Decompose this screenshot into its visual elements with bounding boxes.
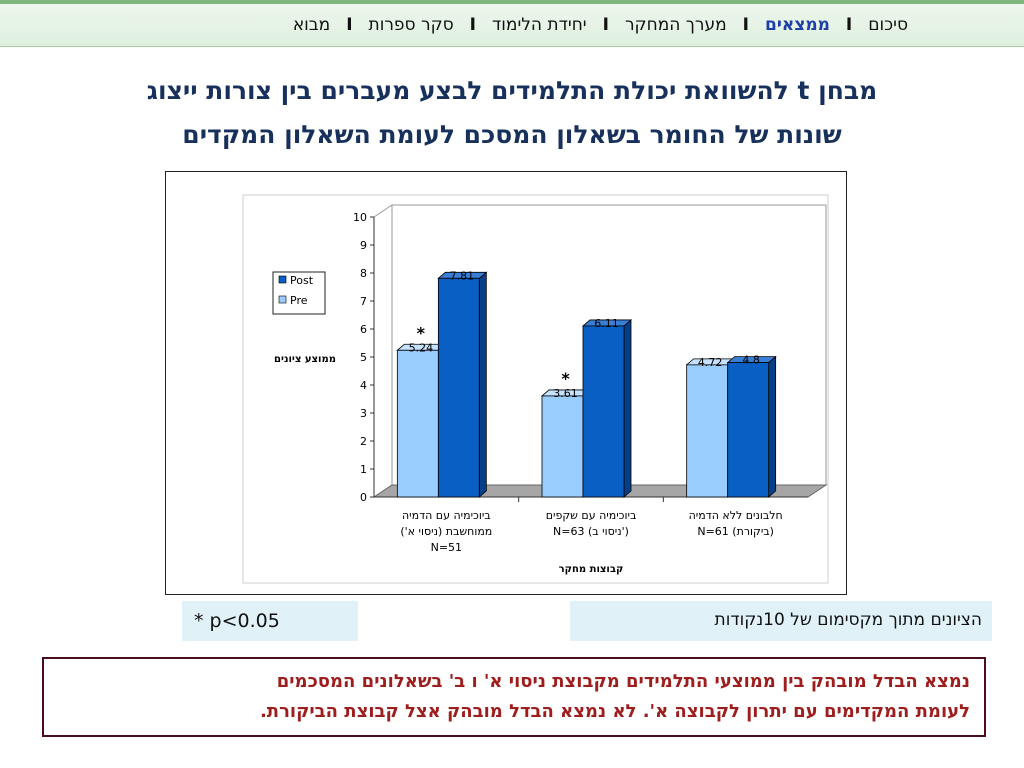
legend-swatch-pre [278,295,287,304]
x-tick-label: ממוחשבת (ניסוי א') [400,525,492,538]
y-tick-label: 10 [353,211,367,224]
legend-label-post: Post [290,274,314,287]
significance-star: * [561,369,570,388]
nav-top-stripe [0,0,1024,4]
finding-box: נמצא הבדל מובהק בין ממוצעי התלמידים מקבו… [42,657,986,737]
significance-note: * p<0.05 [182,601,358,641]
bar-side-post [478,271,487,498]
data-label: 4.72 [698,356,723,369]
nav-item-4[interactable]: ממצאים [765,15,830,35]
data-label: 7.81 [450,269,475,282]
nav-list: מבוא I סקר ספרות I יחידת הלימוד I מערך המחקר I מ… [285,15,916,35]
nav-separator: I [469,15,476,35]
y-tick-label: 0 [360,491,367,504]
y-tick-label: 6 [360,323,367,336]
slide-title-line1: מבחן t להשוואת יכולת התלמידים לבצע מעברי… [146,76,878,105]
slide-title-line2: שונות של החומר בשאלון המסכם לעומת השאלון… [182,120,842,149]
legend-swatch-post [278,275,287,284]
x-tick-label: N=61 (ביקורת) [697,525,774,538]
nav-separator: I [742,15,749,35]
y-tick-label: 3 [360,407,367,420]
x-tick-label: ביוכימיה עם הדמיה [402,509,491,522]
data-label: 3.61 [553,387,578,400]
y-tick-label: 9 [360,239,367,252]
nav-item-2[interactable]: יחידת הלימוד [492,15,587,35]
y-tick-label: 5 [360,351,367,364]
scale-note: הציונים מתוך מקסימום של 10נקודות [570,601,992,641]
bar-chart: 0 1 2 3 4 5 6 7 8 9 10 5.24 7.81 * ביוכימיה עם הדמיה ממ… [242,194,829,584]
data-label: 5.24 [409,341,434,354]
data-label: 4.8 [742,354,760,367]
data-label: 6.11 [594,317,619,330]
x-tick-label: ביוכימיה עם שקפים [546,509,637,522]
finding-line2: לעומת המקדימים עם יתרון לקבוצה א'. לא נמ… [259,701,970,722]
nav-item-3[interactable]: מערך המחקר [624,15,727,35]
y-tick-label: 7 [360,295,367,308]
bar-pre [541,395,584,498]
y-axis-title: ממוצע ציונים [274,354,336,365]
bar-pre [396,349,439,498]
nav-separator: I [845,15,853,35]
nav-separator: I [602,15,609,35]
legend-label-pre: Pre [290,294,308,307]
chart-frame: 0 1 2 3 4 5 6 7 8 9 10 5.24 7.81 * ביוכימיה עם הדמיה ממ… [165,171,847,595]
nav-bar: מבוא I סקר ספרות I יחידת הלימוד I מערך המחקר I מ… [0,0,1024,47]
significance-star: * [417,323,426,342]
nav-item-5[interactable]: סיכום [868,15,908,35]
x-axis-title: קבוצות מחקר [559,564,624,575]
y-tick-label: 8 [360,267,367,280]
side-wall [373,204,393,498]
y-tick-label: 2 [360,435,367,448]
nav-separator: I [346,15,353,35]
bar-side-post [623,319,632,498]
bar-post [727,362,770,498]
nav-item-0[interactable]: מבוא [292,15,331,35]
bar-side-post [768,355,777,498]
finding-line1: נמצא הבדל מובהק בין ממוצעי התלמידים מקבו… [276,671,970,692]
nav-item-1[interactable]: סקר ספרות [368,15,454,35]
x-tick-label: חלבונים ללא הדמיה [689,509,783,522]
bar-pre [686,364,729,498]
bar-post [582,325,625,498]
x-tick-label: N=63 (ניסוי ב') [553,525,629,538]
x-tick-label: N=51 [431,541,462,554]
y-tick-label: 4 [360,379,367,392]
plot-area-border [242,194,829,584]
y-tick-label: 1 [360,463,367,476]
bar-post [437,277,480,498]
